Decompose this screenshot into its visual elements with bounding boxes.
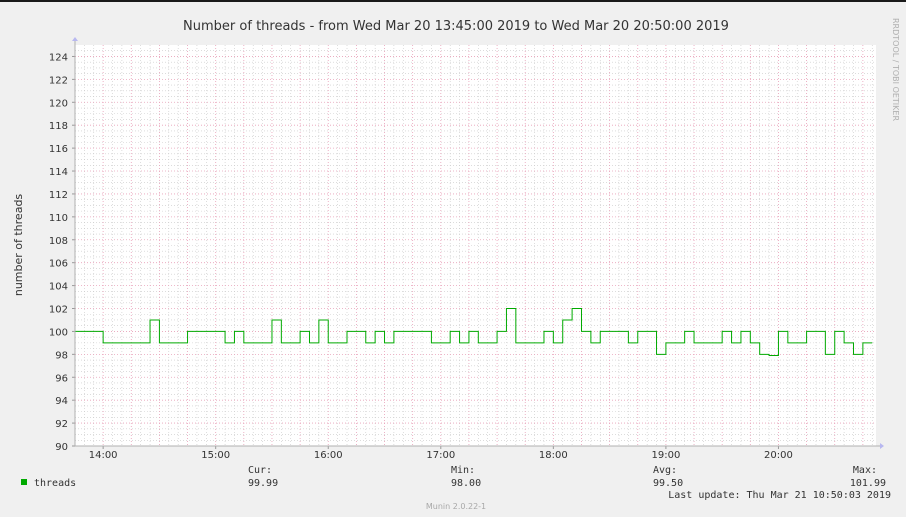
avg-value: 99.50 [653,478,683,489]
chart-title: Number of threads - from Wed Mar 20 13:4… [183,19,729,34]
x-axis-arrow [880,443,884,449]
cur-value: 99.99 [248,478,278,489]
y-tick-label: 106 [49,259,68,270]
munin-version: Munin 2.0.22-1 [426,502,486,511]
cur-label: Cur: [248,465,272,476]
legend-series-name: threads [34,478,76,489]
avg-label: Avg: [653,465,677,476]
last-update: Last update: Thu Mar 21 10:50:03 2019 [668,490,891,501]
y-axis-arrow [72,37,78,41]
y-tick-label: 114 [49,167,68,178]
y-tick-label: 118 [49,121,68,132]
x-tick-label: 18:00 [539,450,568,461]
y-tick-label: 110 [49,213,68,224]
y-tick-label: 94 [55,396,68,407]
min-value: 98.00 [451,478,481,489]
series-line-threads [75,308,873,356]
legend-swatch-threads [21,479,27,485]
y-tick-label: 124 [49,52,68,63]
y-tick-label: 120 [49,98,68,109]
min-label: Min: [451,465,475,476]
x-tick-label: 14:00 [89,450,118,461]
x-tick-label: 15:00 [201,450,230,461]
y-tick-label: 96 [55,373,68,384]
y-tick-label: 112 [49,190,68,201]
y-tick-label: 100 [49,327,68,338]
y-tick-label: 102 [49,305,68,316]
y-tick-label: 116 [49,144,68,155]
x-tick-label: 17:00 [426,450,455,461]
max-label: Max: [853,465,877,476]
y-tick-label: 122 [49,75,68,86]
y-tick-label: 90 [55,442,68,453]
rrdtool-watermark: RRDTOOL / TOBI OETIKER [891,18,900,121]
y-tick-label: 98 [55,350,68,361]
y-tick-label: 108 [49,236,68,247]
x-tick-label: 20:00 [764,450,793,461]
y-tick-label: 92 [55,419,68,430]
y-axis-label: number of threads [12,194,25,297]
plot-area [75,45,876,446]
x-tick-label: 19:00 [651,450,680,461]
x-tick-label: 16:00 [314,450,343,461]
y-tick-label: 104 [49,282,68,293]
max-value: 101.99 [850,478,886,489]
